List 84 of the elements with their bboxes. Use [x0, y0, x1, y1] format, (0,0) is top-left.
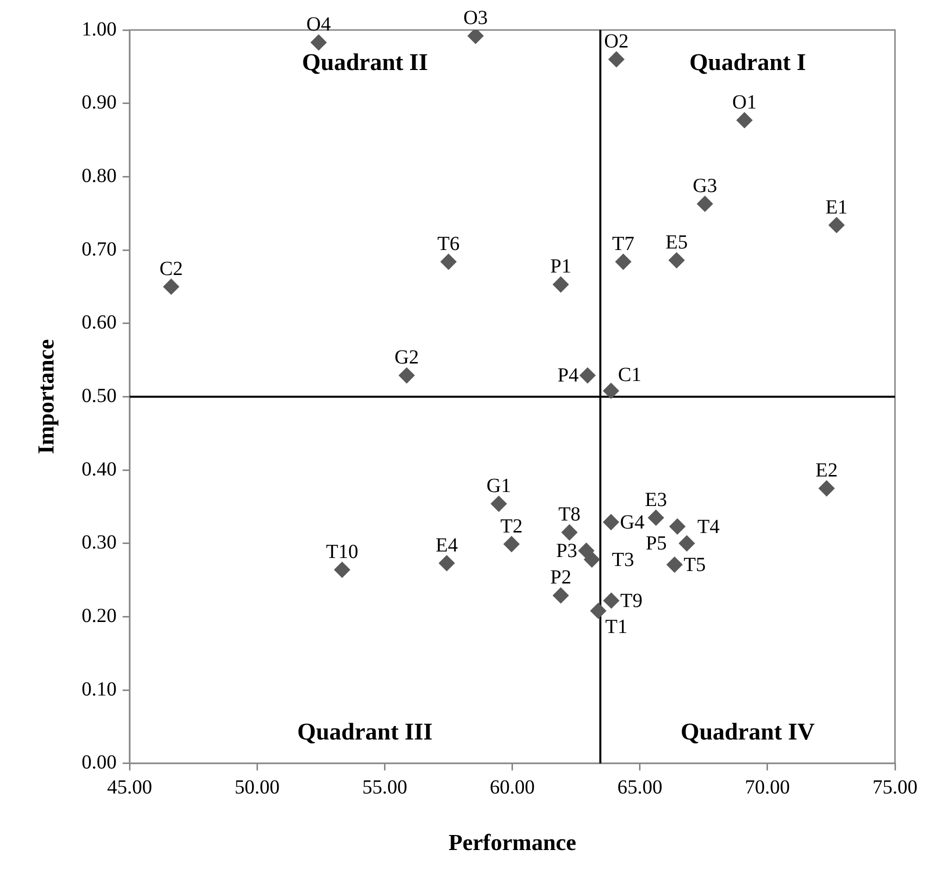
annotation: P4: [557, 364, 579, 387]
x-tick-label: 70.00: [744, 776, 790, 799]
point: [334, 562, 350, 578]
point: [580, 367, 596, 384]
annotation: O4: [306, 14, 331, 36]
annotation: T5: [684, 554, 706, 576]
annotation: E5: [665, 232, 688, 254]
annotation: G3: [692, 175, 718, 198]
annotation: E2: [816, 460, 838, 482]
annotation: T1: [605, 616, 628, 638]
point: [584, 552, 600, 568]
annotation: T4: [697, 516, 720, 538]
annotation: Quadrant II: [302, 50, 428, 76]
point: [163, 278, 180, 295]
annotation: P1: [550, 256, 572, 278]
point: [678, 535, 695, 552]
point: [736, 112, 752, 128]
annotation: T7: [612, 233, 634, 256]
x-tick-label: 60.00: [490, 776, 535, 799]
annotation: C2: [160, 258, 183, 280]
x-tick-label: 45.00: [107, 776, 152, 799]
annotation: P2: [550, 566, 572, 589]
point: [603, 382, 620, 399]
x-tick-label: 75.00: [872, 776, 918, 799]
annotation: O1: [732, 91, 757, 114]
x-tick-label: 65.00: [617, 776, 662, 799]
y-tick-label: 0.70: [82, 238, 117, 260]
annotation: E3: [644, 488, 668, 511]
point: [578, 542, 594, 559]
y-tick-label: 0.00: [82, 752, 117, 774]
annotation: G4: [620, 511, 644, 534]
point: [615, 254, 632, 270]
annotation: G2: [394, 346, 419, 369]
y-tick-label: 1.00: [82, 18, 117, 40]
annotation: Quadrant III: [297, 720, 433, 746]
annotation: Quadrant IV: [680, 720, 816, 746]
y-tick-label: 0.10: [82, 678, 117, 700]
point: [490, 496, 507, 512]
annotation: E1: [825, 196, 848, 218]
annotation: C1: [618, 364, 642, 386]
annotation: O2: [604, 30, 629, 53]
annotation: P5: [646, 532, 667, 555]
point: [440, 254, 457, 270]
point: [603, 592, 620, 609]
annotation: O3: [463, 7, 488, 30]
y-tick-label: 0.90: [82, 92, 117, 114]
point: [608, 51, 624, 68]
point: [648, 510, 664, 526]
point: [310, 34, 327, 50]
annotation: T8: [558, 504, 581, 526]
point: [696, 196, 713, 212]
point: [590, 602, 606, 619]
y-tick-label: 0.40: [82, 458, 117, 480]
y-tick-label: 0.50: [82, 384, 117, 407]
point: [828, 217, 845, 234]
annotation: T6: [437, 233, 460, 256]
point: [666, 556, 683, 573]
point: [504, 536, 520, 552]
point: [818, 480, 835, 496]
point: [552, 587, 569, 604]
annotation: T10: [326, 541, 358, 564]
annotation: T3: [612, 548, 634, 571]
annotation: Quadrant I: [689, 50, 806, 76]
point: [438, 555, 455, 572]
x-axis-title: Performance: [448, 830, 576, 856]
point: [398, 367, 415, 384]
annotation: T2: [500, 515, 523, 538]
annotation: G1: [486, 475, 512, 498]
annotation: E4: [436, 534, 458, 556]
y-axis-title: Importance: [34, 339, 59, 454]
point: [603, 514, 620, 530]
x-tick-label: 50.00: [234, 776, 280, 799]
y-tick-label: 0.30: [82, 532, 117, 554]
y-tick-label: 0.80: [82, 164, 117, 187]
y-tick-label: 0.60: [82, 312, 117, 334]
annotation: P3: [556, 540, 578, 562]
point: [669, 518, 686, 535]
annotation: T9: [620, 590, 643, 612]
x-tick-label: 55.00: [362, 776, 408, 799]
point: [468, 30, 484, 44]
point: [552, 276, 569, 292]
y-tick-label: 0.20: [82, 604, 117, 627]
point: [561, 524, 578, 540]
point: [668, 252, 685, 268]
